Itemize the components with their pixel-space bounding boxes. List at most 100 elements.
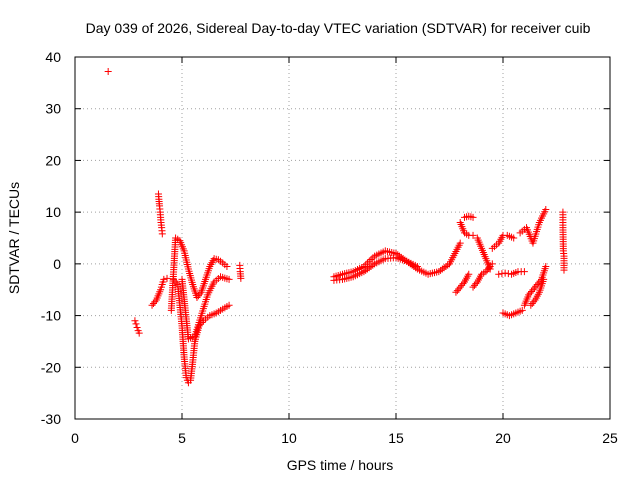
chart-title: Day 039 of 2026, Sidereal Day-to-day VTE… — [86, 20, 591, 36]
series-seg-21.3-22.0-low — [527, 275, 548, 309]
series-seg-19.5-20.5 — [488, 231, 518, 252]
series-seg-4.5-7.2-upper — [167, 234, 231, 314]
data-point — [458, 281, 466, 289]
y-tick-label: 0 — [53, 256, 61, 272]
data-point — [440, 264, 448, 272]
data-point — [452, 288, 460, 296]
data-point — [148, 301, 156, 309]
series-seg-18.0-18.5-top — [456, 218, 477, 239]
data-point — [535, 279, 543, 287]
data-point — [367, 262, 375, 270]
data-point — [486, 265, 494, 273]
series-seg-12-16-low — [330, 254, 421, 284]
x-tick-label: 10 — [281, 430, 297, 446]
series-seg-20.8-22.0-rise — [516, 206, 550, 247]
data-point — [530, 298, 538, 306]
series-seg-3.6-4.3 — [148, 274, 171, 309]
data-point — [363, 259, 371, 267]
data-point — [369, 254, 377, 262]
data-point — [501, 269, 509, 277]
data-point — [560, 266, 568, 274]
x-axis-label: GPS time / hours — [287, 457, 394, 473]
data-point — [438, 265, 446, 273]
data-point — [225, 275, 233, 283]
data-point — [470, 281, 478, 289]
data-point — [172, 279, 180, 287]
data-point — [465, 270, 473, 278]
data-point — [158, 230, 166, 238]
data-point — [132, 320, 140, 328]
x-tick-label: 0 — [71, 430, 79, 446]
series-seg-21.0-22.0-fall — [520, 262, 550, 309]
data-point — [527, 301, 535, 309]
data-point — [488, 260, 496, 268]
data-point — [518, 306, 526, 314]
data-point — [131, 317, 139, 325]
data-point — [160, 275, 168, 283]
y-tick-label: 30 — [45, 101, 61, 117]
data-point — [528, 287, 536, 295]
y-tick-label: -30 — [41, 411, 61, 427]
x-tick-label: 5 — [178, 430, 186, 446]
x-tick-label: 25 — [602, 430, 618, 446]
data-markers — [104, 67, 568, 387]
series-seg-4.6-7.2-lower — [169, 275, 233, 387]
data-point — [495, 270, 503, 278]
data-point — [469, 213, 477, 221]
data-point — [435, 268, 443, 276]
data-point — [533, 281, 541, 289]
data-point — [225, 301, 233, 309]
data-point — [169, 275, 177, 283]
data-point — [413, 262, 421, 270]
data-point — [526, 289, 534, 297]
data-point — [530, 284, 538, 292]
series-seg-3.9-high — [154, 190, 166, 238]
data-point — [456, 239, 464, 247]
data-point — [520, 268, 528, 276]
plot-frame — [74, 56, 611, 420]
y-tick-label: -10 — [41, 308, 61, 324]
y-tick-label: 20 — [45, 152, 61, 168]
data-point — [149, 300, 157, 308]
data-point — [194, 292, 202, 300]
data-point — [442, 262, 450, 270]
data-point — [196, 290, 204, 298]
data-point — [237, 274, 245, 282]
series-seg-5.0-6.5-mid — [178, 273, 233, 343]
x-tick-label: 15 — [388, 430, 404, 446]
data-point — [362, 266, 370, 274]
data-point — [437, 266, 445, 274]
data-point — [525, 291, 533, 299]
series-seg-19.8-21.0 — [495, 268, 528, 278]
data-point — [193, 293, 201, 301]
data-point — [456, 283, 464, 291]
data-point — [360, 268, 368, 276]
y-axis-label: SDTVAR / TECUs — [6, 182, 22, 294]
data-point — [459, 280, 467, 288]
x-tick-label: 20 — [495, 430, 511, 446]
data-point — [453, 287, 461, 295]
data-point — [223, 262, 231, 270]
data-point — [482, 268, 490, 276]
y-tick-label: 10 — [45, 204, 61, 220]
data-point — [529, 286, 537, 294]
data-point — [469, 231, 477, 239]
data-point — [542, 206, 550, 214]
data-point — [135, 329, 143, 337]
series-isolated — [104, 67, 112, 75]
data-point — [528, 300, 536, 308]
data-point — [171, 277, 179, 285]
data-point — [367, 256, 375, 264]
series-seg-18.8-19.4 — [473, 234, 494, 273]
data-point — [540, 275, 548, 283]
data-point — [133, 323, 141, 331]
data-point — [542, 262, 550, 270]
data-point — [472, 280, 480, 288]
data-point — [469, 283, 477, 291]
data-point — [510, 234, 518, 242]
data-point — [163, 274, 171, 282]
data-point — [151, 298, 159, 306]
series-seg-18.2-18.6-hi — [460, 212, 477, 221]
data-point — [104, 67, 112, 75]
